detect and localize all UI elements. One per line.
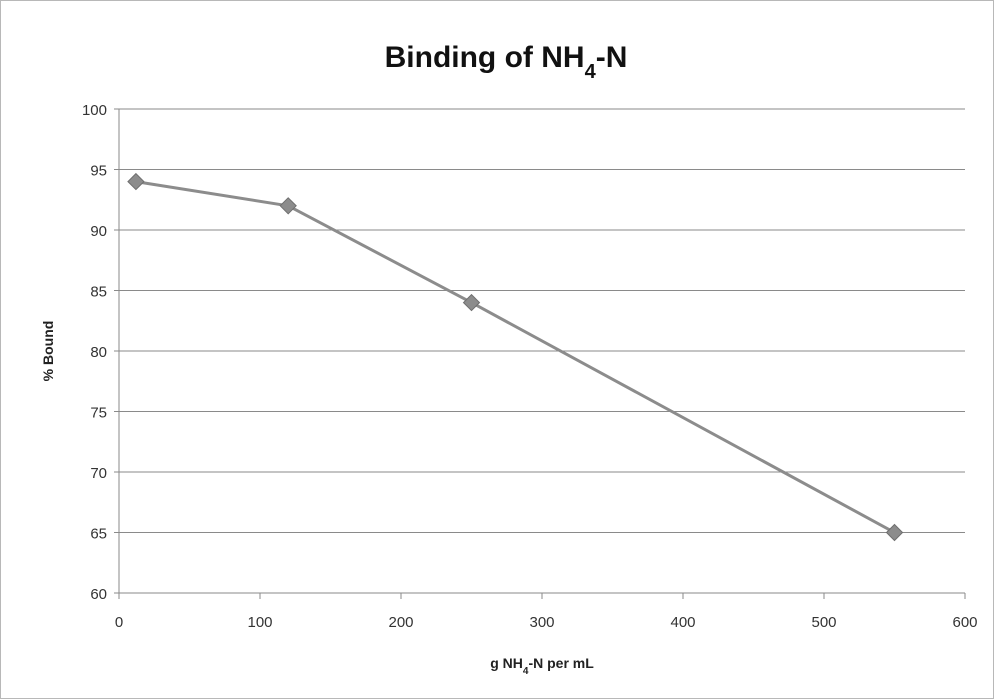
y-tick-label: 80	[90, 344, 107, 361]
gridlines	[119, 109, 965, 533]
x-tick-label: 300	[529, 614, 554, 631]
data-point-marker	[464, 295, 480, 311]
y-tick-label: 90	[90, 223, 107, 240]
y-tick-label: 75	[90, 405, 107, 422]
data-series	[128, 174, 903, 541]
x-axis-title: g NH4-N per mL	[490, 655, 594, 677]
y-tick-label: 60	[90, 586, 107, 603]
x-axis-tick-labels: 0 100 200 300 400 500 600	[115, 614, 978, 631]
y-axis-title: % Bound	[40, 321, 56, 382]
y-tick-label: 95	[90, 163, 107, 180]
series-line	[136, 182, 895, 533]
y-axis-tick-labels: 60 65 70 75 80 85 90 95 100	[82, 102, 107, 603]
x-axis-title-main: g NH	[490, 655, 523, 671]
chart-title-suffix: -N	[596, 41, 628, 74]
y-tick-label: 100	[82, 102, 107, 119]
y-tick-label: 70	[90, 465, 107, 482]
chart-title-main: Binding of NH	[385, 41, 585, 74]
data-point-marker	[887, 525, 903, 541]
x-tick-label: 0	[115, 614, 123, 631]
x-tick-label: 600	[952, 614, 977, 631]
x-axis-title-suffix: -N per mL	[528, 655, 594, 671]
chart-title: Binding of NH4-N	[385, 41, 628, 83]
data-point-marker	[280, 198, 296, 214]
y-tick-label: 85	[90, 284, 107, 301]
x-tick-label: 200	[388, 614, 413, 631]
data-point-marker	[128, 174, 144, 190]
x-tick-label: 400	[670, 614, 695, 631]
x-tick-label: 100	[247, 614, 272, 631]
axes	[114, 109, 965, 599]
x-tick-label: 500	[811, 614, 836, 631]
y-tick-label: 65	[90, 526, 107, 543]
